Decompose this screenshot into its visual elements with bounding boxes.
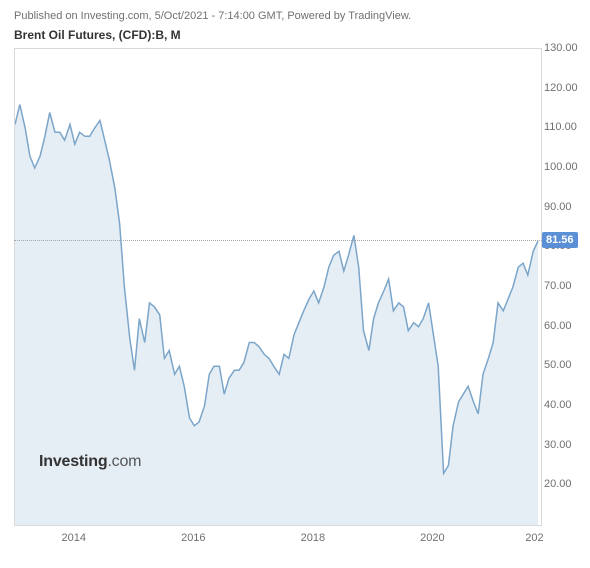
watermark-logo: Investing.com — [39, 453, 141, 471]
y-tick: 30.00 — [544, 439, 572, 451]
last-price-line — [14, 240, 542, 241]
chart-plot-area: Investing.com — [14, 48, 542, 526]
y-tick: 40.00 — [544, 399, 572, 411]
publish-meta: Published on Investing.com, 5/Oct/2021 -… — [14, 10, 411, 22]
logo-bold: Investing — [39, 453, 107, 470]
x-axis: 2014 2016 2018 2020 202 — [14, 528, 542, 548]
y-tick: 100.00 — [544, 161, 578, 173]
x-tick: 2016 — [181, 532, 205, 544]
x-tick: 2014 — [62, 532, 86, 544]
y-tick: 120.00 — [544, 82, 578, 94]
y-tick: 90.00 — [544, 201, 572, 213]
y-tick: 20.00 — [544, 478, 572, 490]
y-tick: 50.00 — [544, 359, 572, 371]
x-tick-partial: 202 — [525, 532, 543, 544]
last-price-flag: 81.56 — [542, 232, 578, 248]
y-tick: 60.00 — [544, 320, 572, 332]
x-tick: 2020 — [420, 532, 444, 544]
y-axis: 20.0030.0040.0050.0060.0070.0080.0090.00… — [542, 48, 590, 526]
logo-light: .com — [107, 453, 141, 470]
y-tick: 110.00 — [544, 121, 577, 133]
y-tick: 130.00 — [544, 42, 578, 54]
y-tick: 70.00 — [544, 280, 572, 292]
chart-title: Brent Oil Futures, (CFD):B, M — [14, 28, 181, 42]
x-tick: 2018 — [301, 532, 325, 544]
